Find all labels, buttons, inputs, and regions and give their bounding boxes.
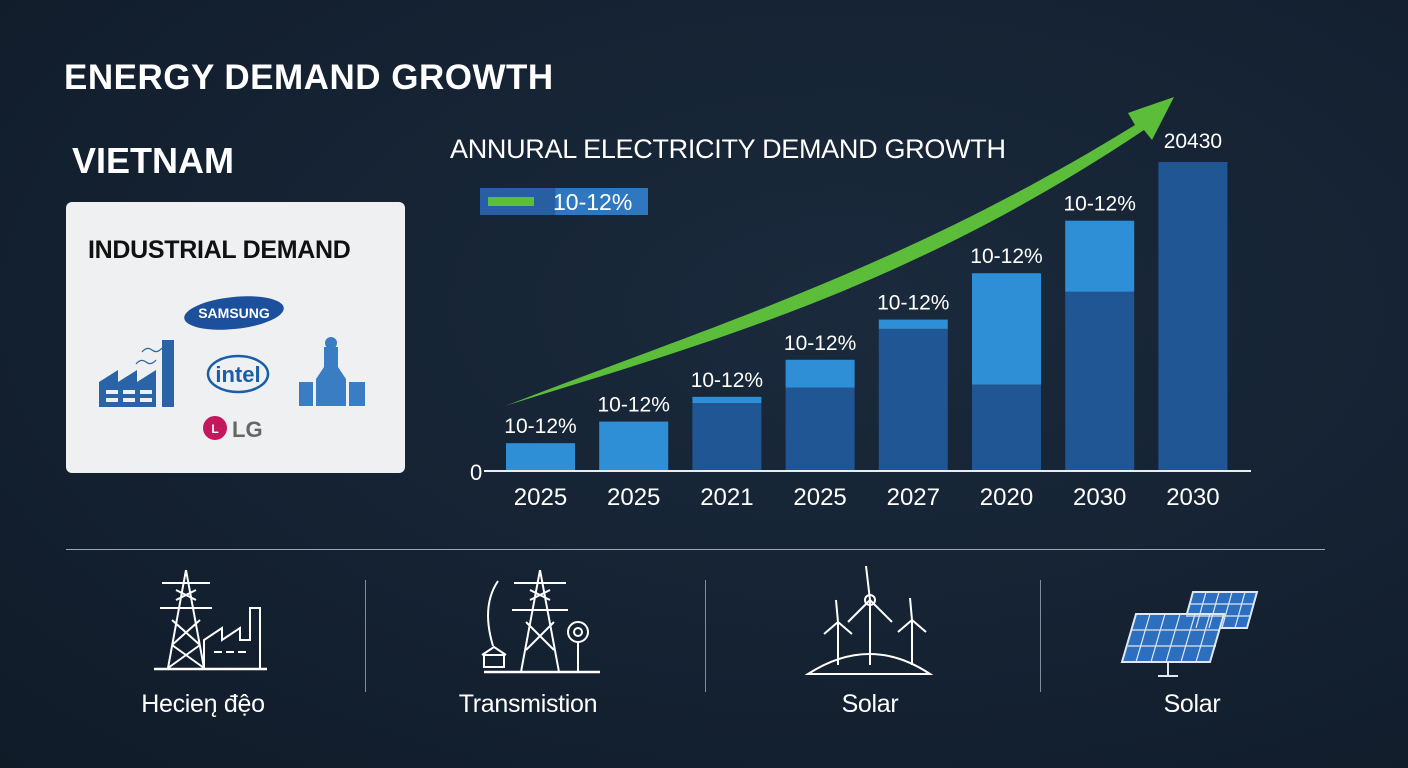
x-tick-label: 2027 [887,484,940,511]
industrial-demand-card: INDUSTRIAL DEMAND SAMSUNG intel L LG [66,202,405,473]
data-label: 10-12% [598,394,670,417]
bar-segment [972,384,1041,471]
svg-text:L: L [211,422,218,436]
bar-segment [1065,220,1135,292]
separator [705,580,706,692]
country-label: VIETNAM [72,140,234,181]
data-label: 10-12% [970,245,1042,268]
data-label: 10-12% [691,369,763,392]
data-label: 10-12% [877,292,949,315]
x-tick-label: 2020 [980,484,1033,511]
x-tick-label: 2025 [607,484,660,511]
transmission-tower-icon [481,569,600,674]
legend-swatch [488,197,534,206]
bar-segment [1065,291,1135,471]
y-tick-label: 0 [470,460,482,485]
category-label: Transmistion [458,690,598,718]
data-label: 10-12% [784,332,856,355]
x-tick-label: 2030 [1166,484,1219,511]
legend: 10-12% [480,188,648,215]
svg-text:SAMSUNG: SAMSUNG [198,305,270,321]
legend-label: 10-12% [553,189,633,215]
bar-segment [878,319,948,329]
bar-segment [599,421,669,471]
divider [66,549,1325,550]
svg-text:intel: intel [215,362,260,387]
data-label: 10-12% [1064,193,1136,216]
category-label: Solar [841,690,899,718]
bar-segment [785,387,855,471]
x-tick-label: 2030 [1073,484,1126,511]
separator [1040,580,1041,692]
separator [365,580,366,692]
page-title: ENERGY DEMAND GROWTH [64,58,554,97]
bar-segment [506,443,575,471]
category-label: Solar [1163,690,1221,718]
x-tick-label: 2025 [514,484,567,511]
samsung-logo: SAMSUNG [184,296,284,330]
bar-segment [692,396,762,404]
industrial-plant-icon [299,337,365,406]
intel-logo: intel [206,354,270,394]
bar-segment [785,359,855,388]
bar-segment [878,328,948,471]
card-title: INDUSTRIAL DEMAND [88,236,351,264]
category-label: Hecien̨ đệo [141,690,265,718]
industrial-logos: SAMSUNG intel L LG [99,296,365,442]
wind-turbine-icon [804,565,934,675]
data-label: 10-12% [504,415,576,438]
bar-segment [972,273,1041,385]
x-tick-label: 2021 [700,484,753,511]
chart-title: ANNURAL ELECTRICITY DEMAND GROWTH [450,134,1006,164]
power-tower-factory-icon [154,569,267,671]
solar-panel-icon [1120,591,1259,677]
svg-text:LG: LG [232,417,263,442]
bar-segment [692,403,762,471]
lg-logo: L LG [203,416,263,442]
x-tick-label: 2025 [793,484,846,511]
data-label: 20430 [1164,130,1222,153]
factory-icon [99,340,174,407]
bar-segment [1158,162,1228,471]
